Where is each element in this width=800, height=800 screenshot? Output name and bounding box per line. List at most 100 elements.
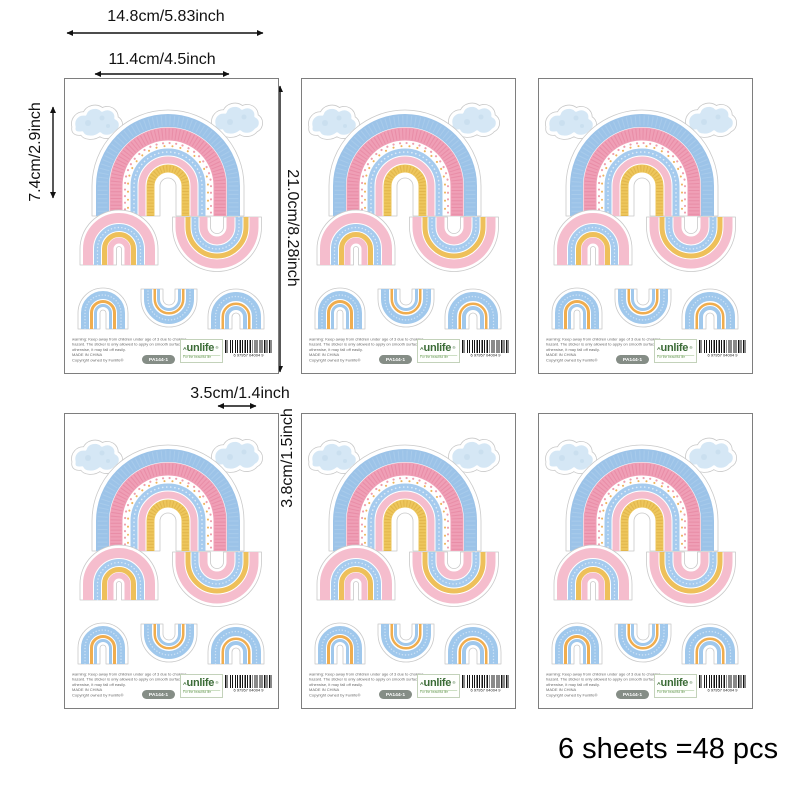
- warning-line: otherwise, it may fall off easily.: [72, 347, 126, 352]
- registered-trademark: ®: [452, 345, 456, 350]
- cloud-sticker: [448, 102, 500, 138]
- registered-trademark: ®: [215, 680, 219, 685]
- small-rainbow-right-sticker: [444, 623, 502, 665]
- warning-line: warning: Keep away from children under a…: [546, 672, 661, 677]
- barcode: 6 97957 04004 9: [462, 340, 509, 362]
- small-rainbow-left-sticker: [314, 287, 366, 330]
- large-rainbow-sticker: [328, 109, 482, 218]
- medium-rainbow-right-sticker: [409, 551, 499, 607]
- brand-name: unlife: [660, 342, 689, 354]
- product-code-text: PA144-1: [385, 691, 406, 698]
- cloud-sticker: [211, 102, 263, 138]
- sheet-label-strip: warning: Keep away from children under a…: [302, 670, 515, 706]
- house-roof-icon: [183, 682, 187, 685]
- medium-rainbow-right-sticker: [646, 551, 736, 607]
- dimension-label-large-rainbow-height: 7.4cm/2.9inch: [27, 102, 44, 202]
- warning-text: warning: Keep away from children under a…: [72, 672, 192, 698]
- warning-text: warning: Keep away from children under a…: [546, 672, 666, 698]
- brand-logo: unlife ® For the beautiful life: [180, 339, 223, 363]
- barcode: 6 97957 04004 9: [699, 675, 746, 697]
- product-code-text: PA144-1: [385, 356, 406, 363]
- brand-logo: unlife ® For the beautiful life: [180, 674, 223, 698]
- product-code-badge: PA144-1: [142, 690, 175, 699]
- registered-trademark: ®: [452, 680, 456, 685]
- product-code-badge: PA144-1: [379, 690, 412, 699]
- barcode-number: 6 97957 04004 9: [233, 353, 264, 358]
- cloud-sticker: [308, 104, 360, 140]
- large-rainbow-sticker: [565, 109, 719, 218]
- barcode-number: 6 97957 04004 9: [470, 688, 501, 693]
- warning-line: Copyright owned by Funlife®: [546, 357, 598, 363]
- sheet-label-strip: warning: Keep away from children under a…: [302, 335, 515, 371]
- sticker-sheet: warning: Keep away from children under a…: [538, 78, 753, 374]
- warning-line: warning: Keep away from children under a…: [309, 337, 424, 342]
- small-rainbow-right-sticker: [681, 623, 739, 665]
- registered-trademark: ®: [689, 680, 693, 685]
- product-code-text: PA144-1: [148, 691, 169, 698]
- sticker-sheet-art: [308, 102, 502, 330]
- warning-line: hazard. The sticker is only allowed to a…: [546, 677, 658, 682]
- cloud-sticker: [685, 437, 737, 473]
- warning-line: warning: Keep away from children under a…: [72, 672, 187, 677]
- sticker-sheet-art: [545, 437, 739, 665]
- warning-line: otherwise, it may fall off easily.: [72, 682, 126, 687]
- brand-name: unlife: [423, 342, 452, 354]
- large-rainbow-sticker: [91, 109, 245, 218]
- warning-line: MADE IN CHINA: [309, 352, 340, 358]
- medium-rainbow-left-sticker: [79, 209, 159, 266]
- cloud-sticker: [448, 437, 500, 473]
- cloud-sticker: [308, 439, 360, 475]
- sticker-sheet-art: [71, 437, 265, 665]
- product-code-badge: PA144-1: [379, 355, 412, 364]
- product-code-badge: PA144-1: [616, 355, 649, 364]
- brand-name: unlife: [186, 342, 215, 354]
- small-rainbow-left-sticker: [314, 622, 366, 665]
- warning-line: MADE IN CHINA: [309, 687, 340, 693]
- small-rainbow-middle-sticker: [140, 288, 198, 328]
- dimension-label-large-rainbow-width: 11.4cm/4.5inch: [108, 51, 216, 68]
- brand-name: unlife: [423, 677, 452, 689]
- warning-text: warning: Keep away from children under a…: [309, 337, 429, 363]
- warning-line: Copyright owned by Funlife®: [546, 692, 598, 698]
- barcode: 6 97957 04004 9: [699, 340, 746, 362]
- warning-line: Copyright owned by Funlife®: [72, 692, 124, 698]
- warning-line: warning: Keep away from children under a…: [546, 337, 661, 342]
- dimension-label-sheet-height: 21.0cm/8.28inch: [284, 169, 301, 287]
- cloud-sticker: [211, 437, 263, 473]
- barcode-bars: [462, 340, 509, 353]
- small-rainbow-left-sticker: [77, 622, 129, 665]
- sheet-label-strip: warning: Keep away from children under a…: [539, 670, 752, 706]
- medium-rainbow-left-sticker: [79, 544, 159, 601]
- large-rainbow-sticker: [328, 444, 482, 553]
- small-rainbow-right-sticker: [444, 288, 502, 330]
- barcode-number: 6 97957 04004 9: [233, 688, 264, 693]
- small-rainbow-right-sticker: [681, 288, 739, 330]
- cloud-sticker: [71, 104, 123, 140]
- small-rainbow-middle-sticker: [377, 623, 435, 663]
- sticker-sheet: warning: Keep away from children under a…: [64, 78, 279, 374]
- brand-logo: unlife ® For the beautiful life: [654, 339, 697, 363]
- barcode-number: 6 97957 04004 9: [470, 353, 501, 358]
- house-roof-icon: [420, 682, 424, 685]
- sticker-sheet: warning: Keep away from children under a…: [301, 413, 516, 709]
- warning-line: hazard. The sticker is only allowed to a…: [309, 342, 421, 347]
- registered-trademark: ®: [689, 345, 693, 350]
- warning-line: otherwise, it may fall off easily.: [309, 682, 363, 687]
- warning-line: MADE IN CHINA: [546, 687, 577, 693]
- warning-line: Copyright owned by Funlife®: [309, 357, 361, 363]
- small-rainbow-right-sticker: [207, 623, 265, 665]
- barcode-bars: [699, 675, 746, 688]
- total-quantity-text: 6 sheets =48 pcs: [558, 733, 779, 765]
- house-roof-icon: [183, 347, 187, 350]
- warning-line: hazard. The sticker is only allowed to a…: [309, 677, 421, 682]
- small-rainbow-left-sticker: [551, 622, 603, 665]
- house-roof-icon: [420, 347, 424, 350]
- warning-text: warning: Keep away from children under a…: [546, 337, 666, 363]
- warning-line: MADE IN CHINA: [72, 352, 103, 358]
- warning-line: Copyright owned by Funlife®: [309, 692, 361, 698]
- sticker-sheet-art: [71, 102, 265, 330]
- medium-rainbow-right-sticker: [409, 216, 499, 272]
- warning-text: warning: Keep away from children under a…: [309, 672, 429, 698]
- sticker-sheet: warning: Keep away from children under a…: [64, 413, 279, 709]
